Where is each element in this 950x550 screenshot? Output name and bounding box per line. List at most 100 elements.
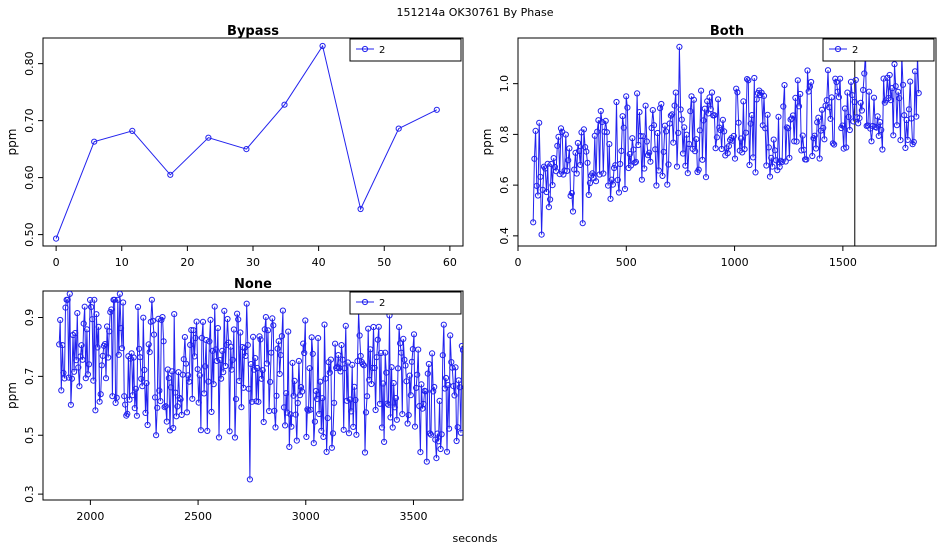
data-point	[140, 314, 147, 321]
data-point	[60, 369, 67, 376]
data-point	[114, 296, 121, 303]
data-point	[426, 430, 434, 437]
data-point	[149, 317, 156, 324]
data-point	[67, 401, 75, 408]
data-point	[102, 375, 110, 382]
plot-frame	[42, 290, 464, 501]
data-point	[672, 89, 679, 96]
data-point	[357, 352, 364, 360]
panel-bypass: Bypass ppm 0 10 20 30 40 50 60 0.50 0.60 0.70 0.80 2	[5, 24, 464, 269]
data-point	[142, 409, 149, 416]
data-point	[665, 161, 672, 168]
data-point	[73, 357, 80, 364]
data-point	[799, 132, 806, 139]
data-point	[238, 404, 245, 411]
data-point	[165, 375, 172, 382]
data-point	[657, 105, 664, 112]
data-point	[700, 117, 707, 124]
data-point	[403, 378, 410, 385]
data-point	[243, 146, 250, 153]
data-point	[159, 314, 166, 321]
data-point	[214, 325, 221, 332]
data-point	[321, 321, 328, 328]
data-point	[219, 347, 226, 354]
data-point	[562, 131, 569, 138]
data-point	[231, 434, 239, 441]
data-point	[892, 83, 899, 90]
data-point	[365, 325, 372, 332]
data-point	[695, 166, 702, 173]
data-point	[98, 362, 105, 369]
data-point	[804, 67, 811, 74]
data-point	[560, 171, 567, 178]
data-point	[104, 323, 111, 330]
data-point	[746, 161, 753, 169]
data-point	[95, 323, 102, 330]
data-point	[424, 370, 431, 377]
data-point	[118, 345, 126, 352]
data-point	[323, 448, 330, 455]
data-point	[770, 136, 777, 143]
data-point	[351, 383, 358, 390]
data-point	[874, 113, 881, 120]
data-point	[304, 406, 311, 413]
data-point	[530, 219, 537, 226]
data-point	[454, 424, 461, 431]
data-point	[160, 338, 167, 345]
data-point	[603, 129, 611, 136]
data-point	[138, 375, 145, 382]
data-point	[699, 156, 706, 163]
data-point	[75, 364, 82, 371]
data-point	[904, 136, 911, 143]
data-point	[64, 296, 71, 303]
panel-title: Bypass	[227, 24, 279, 39]
data-point	[596, 171, 603, 178]
data-point	[254, 364, 261, 372]
data-point	[301, 349, 308, 357]
data-point	[372, 406, 379, 414]
data-point	[717, 127, 724, 134]
data-point	[601, 128, 608, 135]
data-point	[858, 107, 866, 114]
data-point	[664, 181, 671, 188]
data-point	[583, 148, 590, 155]
x-tick-label: 3500	[399, 510, 427, 523]
data-point	[261, 326, 268, 333]
data-point	[204, 427, 211, 434]
data-point	[905, 106, 913, 113]
data-point	[666, 120, 673, 127]
data-point	[609, 181, 617, 188]
y-axis-label: ppm	[480, 129, 494, 156]
data-point	[163, 418, 170, 425]
data-point	[371, 364, 378, 371]
data-point	[387, 414, 394, 421]
data-point	[724, 150, 731, 157]
data-point	[174, 403, 181, 410]
data-point	[368, 380, 375, 388]
data-point	[278, 333, 285, 340]
data-point	[827, 115, 834, 122]
data-point	[457, 429, 463, 436]
data-point	[234, 310, 241, 317]
data-point	[141, 366, 148, 373]
data-point	[397, 340, 404, 347]
data-point	[789, 112, 797, 119]
data-point	[189, 395, 196, 402]
data-point	[449, 364, 456, 371]
data-point	[565, 157, 572, 164]
data-point	[85, 361, 93, 368]
data-point	[744, 76, 751, 83]
data-point	[636, 109, 643, 116]
x-tick-label: 0	[53, 256, 60, 269]
data-point	[329, 430, 337, 437]
data-point	[221, 307, 228, 314]
data-point	[573, 170, 580, 177]
data-point	[660, 148, 667, 155]
data-point	[584, 159, 591, 166]
data-point	[311, 418, 318, 425]
data-point	[96, 398, 103, 405]
data-point	[242, 352, 249, 359]
data-point	[442, 374, 450, 382]
data-point	[237, 329, 244, 336]
data-point	[708, 89, 716, 96]
